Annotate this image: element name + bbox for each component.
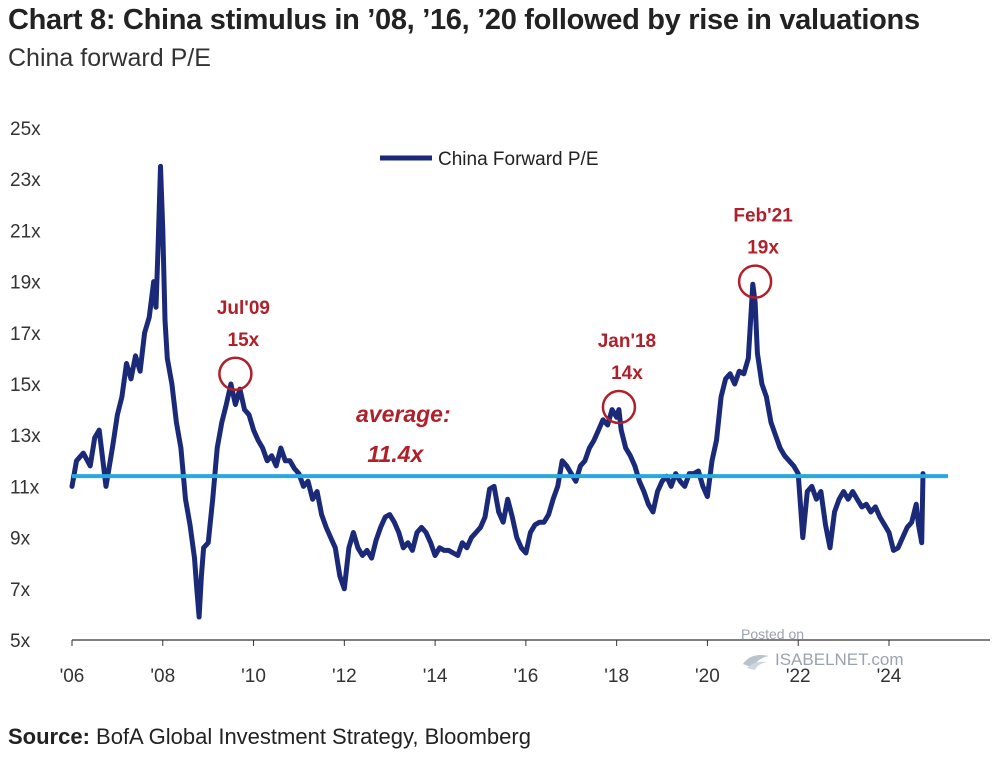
annotation-date: Jul'09 [217,298,270,319]
x-tick-label: '14 [423,666,448,687]
average-label-line1: average: [356,401,451,427]
series-layer [69,163,926,620]
x-tick-label: '22 [786,666,811,687]
y-tick-label: 19x [10,273,41,294]
y-tick-label: 9x [10,529,31,550]
x-tick-label: '16 [514,666,539,687]
x-tick-label: '18 [604,666,629,687]
x-tick-label: '10 [241,666,266,687]
average-label-line2: 11.4x [367,441,424,467]
series-line-china-forward-pe [69,163,926,620]
watermark-posted-text: Posted on [741,626,805,642]
chart-area: 25x 23x 21x 19x 17x 15x 13x 11x 9x 7x 5x '06 '08 '10… [10,119,990,687]
y-tick-label: 17x [10,324,41,345]
isabelnet-logo-icon [743,655,769,670]
source-note: Source: BofA Global Investment Strategy,… [8,724,531,750]
source-text: BofA Global Investment Strategy, Bloombe… [89,724,531,749]
x-tick-label: '06 [60,666,85,687]
legend: China Forward P/E [380,149,599,170]
x-axis: '06 '08 '10 '12 '14 '16 '18 '20 '22 '24 [60,639,990,687]
x-tick-label: '08 [150,666,175,687]
y-axis: 25x 23x 21x 19x 17x 15x 13x 11x 9x 7x 5x [10,119,41,652]
source-label: Source: [8,724,90,749]
annotation-value: 15x [228,330,260,351]
y-tick-label: 15x [10,375,41,396]
y-tick-label: 11x [10,477,40,498]
annotation-date: Feb'21 [733,206,793,227]
y-tick-label: 5x [10,631,31,652]
y-tick-label: 13x [10,426,41,447]
y-tick-label: 23x [10,170,41,191]
annotation-layer: Jul'09 15x Jan'18 14x Feb'21 19x [217,206,793,425]
chart-subtitle: China forward P/E [8,44,211,72]
annotation-value: 19x [747,238,779,259]
legend-label: China Forward P/E [438,149,599,170]
y-tick-label: 7x [10,580,31,601]
annotation-circle [601,389,637,425]
y-tick-label: 21x [10,221,41,242]
annotation-circle [218,356,253,392]
average-layer: average: 11.4x [72,401,948,479]
x-tick-label: '24 [877,666,902,687]
chart-title: Chart 8: China stimulus in ’08, ’16, ’20… [8,4,920,36]
y-tick-label: 25x [10,119,41,140]
watermark-site-text: ISABELNET.com [775,650,904,669]
annotation-circle [737,264,773,299]
x-tick-label: '12 [332,666,357,687]
annotation-value: 14x [611,363,643,384]
x-tick-label: '20 [695,666,720,687]
annotation-date: Jan'18 [598,331,656,352]
